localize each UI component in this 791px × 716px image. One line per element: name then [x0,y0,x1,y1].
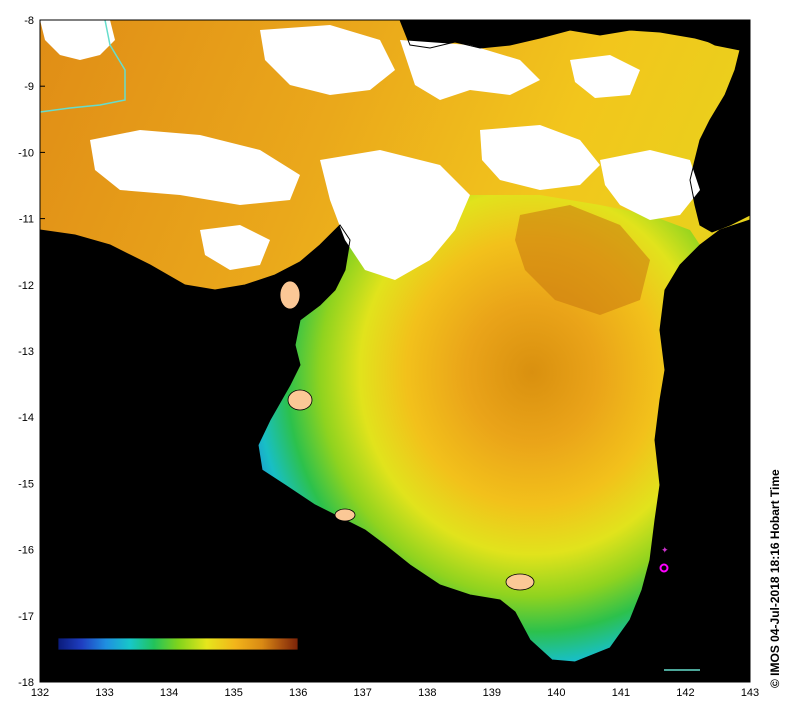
y-tick-label: -16 [18,545,34,557]
y-tick-label: -14 [18,412,34,424]
colorbar-title: 4h comp, p50, All Sats [106,621,222,633]
x-tick-label: 135 [224,687,242,699]
platform-legend: ✦ Glider Argo [659,544,709,575]
contour-200-label: 200m [664,641,692,653]
y-tick-label: -9 [24,81,34,93]
colorbar-tick-label: 27 [246,657,258,669]
y-tick-label: -10 [18,147,34,159]
x-tick-label: 132 [31,687,49,699]
cloud-cover [40,20,700,280]
glider-icon: ✦ [661,545,669,555]
glider-label: Glider [676,544,709,556]
y-tick-label: -8 [24,15,34,27]
y-tick-label: -13 [18,346,34,358]
colorbar-tick-label: 25 [182,657,194,669]
y-axis: -8 -9 -10 -11 -12 -13 -14 -15 -16 -17 -18 [18,15,45,689]
land-cape-york [690,20,750,232]
islands [279,280,535,591]
coastline [40,20,750,663]
land-new-guinea [400,20,750,48]
colorbar-tick-label: 26 [214,657,226,669]
land-arnhem-land [40,220,750,682]
colorbar-tick-label: 23 [118,657,130,669]
date-label: 29-Jun-2018 [58,352,133,367]
argo-label: Argo [676,563,702,575]
credit-label: © IMOS 04-Jul-2018 18:16 Hobart Time [768,469,782,688]
colorbar-scale [57,637,299,651]
colorbar: 4h comp, p50, All Sats 21 22 23 24 25 26 27 28 [54,621,299,669]
colorbar-tick-label: 22 [86,657,98,669]
time-label: 04:00Z [70,369,111,384]
y-tick-label: -11 [19,214,34,226]
x-tick-label: 138 [418,687,436,699]
x-tick-label: 142 [676,687,694,699]
colorbar-tick-label: 28 [278,657,290,669]
map-plot-area [40,20,750,682]
colorbar-labels: 21 22 23 24 25 26 27 28 [54,657,290,669]
contour-1000-label: 1000m [664,656,698,668]
x-tick-label: 136 [289,687,307,699]
y-tick-label: -15 [18,478,34,490]
x-axis: 132 133 134 135 136 137 138 139 140 141 142 143 [31,677,759,699]
x-tick-label: 133 [95,687,113,699]
x-tick-label: 140 [547,687,565,699]
y-tick-label: -18 [18,677,34,689]
y-tick-label: -17 [18,611,34,623]
contour-legend: 200m 1000m [664,641,700,671]
sea-surface-gulf [258,195,700,662]
x-tick-label: 139 [483,687,501,699]
colorbar-tick-label: 24 [150,657,162,669]
x-tick-label: 141 [612,687,630,699]
y-tick-label: -12 [18,280,34,292]
x-tick-label: 134 [160,687,178,699]
contour-line [40,20,126,113]
x-tick-label: 143 [741,687,759,699]
colorbar-tick-label: 21 [54,657,66,669]
warm-patch [515,205,650,315]
argo-icon [659,563,669,573]
x-tick-label: 137 [354,687,372,699]
